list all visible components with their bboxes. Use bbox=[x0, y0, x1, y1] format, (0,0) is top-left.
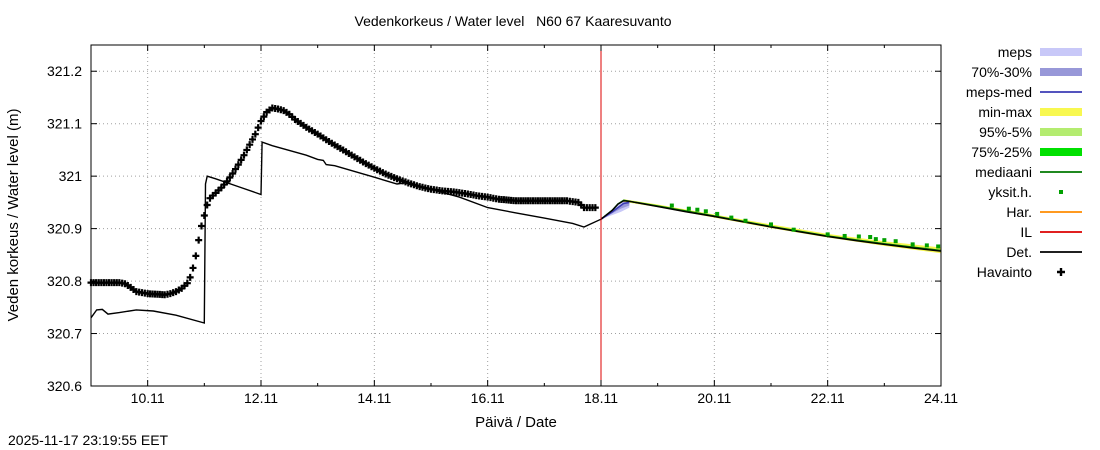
series-havainto-point bbox=[591, 204, 599, 212]
series-yksit-h--point bbox=[825, 232, 830, 237]
legend-label-70-30-: 70%-30% bbox=[971, 64, 1032, 80]
series-yksit-h--point bbox=[882, 238, 887, 243]
series-havainto-point bbox=[246, 141, 254, 149]
y-tick-label: 321.2 bbox=[47, 63, 82, 79]
series-havainto-point bbox=[226, 173, 234, 181]
x-tick-label: 10.11 bbox=[131, 390, 165, 406]
series-havainto-point bbox=[229, 170, 237, 178]
series-havainto-point bbox=[186, 273, 194, 281]
x-axis-label: Päivä / Date bbox=[475, 414, 557, 431]
series-yksit-h--point bbox=[893, 239, 898, 244]
series-havainto-point bbox=[195, 236, 203, 244]
series-havainto-point bbox=[260, 113, 268, 121]
y-tick-label: 320.7 bbox=[47, 326, 82, 342]
legend-swatch-70-30- bbox=[1040, 68, 1082, 76]
legend: meps 70%-30% meps-med min-max 95%-5% 75%-25% m… bbox=[966, 44, 1082, 280]
legend-label-har-: Har. bbox=[1006, 204, 1032, 220]
series-havainto-point bbox=[192, 252, 200, 260]
legend-label-min-max: min-max bbox=[978, 104, 1032, 120]
series-havainto-point bbox=[234, 161, 242, 169]
legend-swatch-min-max bbox=[1040, 108, 1082, 116]
series-havainto-point bbox=[189, 264, 197, 272]
legend-label-meps-med: meps-med bbox=[966, 84, 1032, 100]
series-yksit-h--point bbox=[715, 211, 720, 216]
legend-swatch-75-25- bbox=[1040, 148, 1082, 156]
series-havainto-point bbox=[183, 279, 191, 287]
y-tick-label: 321.1 bbox=[47, 116, 82, 132]
series-yksit-h--point bbox=[769, 222, 773, 227]
series-yksit-h--point bbox=[729, 215, 734, 220]
x-tick-label: 12.11 bbox=[244, 390, 278, 406]
series-havainto-point bbox=[254, 124, 262, 132]
legend-label-meps: meps bbox=[998, 44, 1032, 60]
series-havainto-point bbox=[223, 177, 231, 185]
y-tick-label: 320.6 bbox=[47, 378, 82, 394]
plot-frame bbox=[90, 44, 942, 387]
legend-label-yksit-h-: yksit.h. bbox=[988, 184, 1032, 200]
series-havainto-point bbox=[237, 156, 245, 164]
series-havainto-point bbox=[257, 117, 265, 125]
y-tick-label: 320.8 bbox=[47, 273, 82, 289]
legend-swatch-havainto bbox=[1057, 268, 1065, 276]
legend-label-95-5-: 95%-5% bbox=[979, 124, 1032, 140]
band-min-max bbox=[623, 199, 941, 254]
series-havainto-point bbox=[240, 151, 248, 159]
legend-label-il: IL bbox=[1020, 224, 1032, 240]
series-yksit-h--point bbox=[686, 206, 691, 211]
legend-swatch-95-5- bbox=[1040, 128, 1082, 136]
chart-title: Vedenkorkeus / Water level N60 67 Kaares… bbox=[355, 13, 672, 29]
series-yksit-h--point bbox=[924, 243, 929, 248]
series-yksit-h--point bbox=[868, 235, 873, 240]
x-tick-label: 22.11 bbox=[811, 390, 845, 406]
legend-label-mediaani: mediaani bbox=[975, 164, 1032, 180]
axis-ticks: 10.11 12.11 14.11 16.11 18.11 20.11 22.11 24.11… bbox=[47, 45, 958, 406]
series-havainto-point bbox=[232, 165, 239, 173]
y-tick-label: 321 bbox=[59, 168, 83, 184]
series-yksit-h--point bbox=[936, 244, 941, 249]
series-yksit-h--point bbox=[743, 218, 748, 223]
y-tick-label: 320.9 bbox=[47, 221, 82, 237]
y-axis-label: Veden korkeus / Water level (m) bbox=[5, 109, 22, 322]
x-tick-label: 20.11 bbox=[697, 390, 731, 406]
series-yksit-h--point bbox=[669, 203, 674, 208]
x-tick-label: 24.11 bbox=[924, 390, 958, 406]
legend-swatch-yksit-h- bbox=[1059, 190, 1063, 194]
legend-label-havainto: Havainto bbox=[977, 264, 1032, 280]
series-havainto-point bbox=[198, 222, 205, 230]
timestamp: 2025-11-17 23:19:55 EET bbox=[8, 432, 169, 448]
x-tick-label: 14.11 bbox=[357, 390, 391, 406]
series-havainto-point bbox=[251, 130, 259, 138]
series-yksit-h--point bbox=[842, 233, 847, 238]
series-havainto-point bbox=[203, 201, 211, 209]
series-yksit-h--point bbox=[703, 209, 708, 214]
series-yksit-h--point bbox=[873, 237, 878, 242]
x-tick-label: 16.11 bbox=[471, 390, 505, 406]
legend-label-det-: Det. bbox=[1006, 244, 1032, 260]
legend-label-75-25-: 75%-25% bbox=[971, 144, 1032, 160]
series-yksit-h--point bbox=[910, 242, 915, 247]
series-havainto-point bbox=[249, 135, 256, 143]
series-yksit-h--point bbox=[791, 227, 796, 232]
series-yksit-h--point bbox=[695, 207, 700, 212]
legend-swatch-meps bbox=[1040, 48, 1082, 56]
series-yksit-h--point bbox=[856, 234, 861, 239]
series-havainto-point bbox=[200, 212, 208, 219]
x-tick-label: 18.11 bbox=[584, 390, 618, 406]
series-havainto-point bbox=[243, 146, 251, 154]
